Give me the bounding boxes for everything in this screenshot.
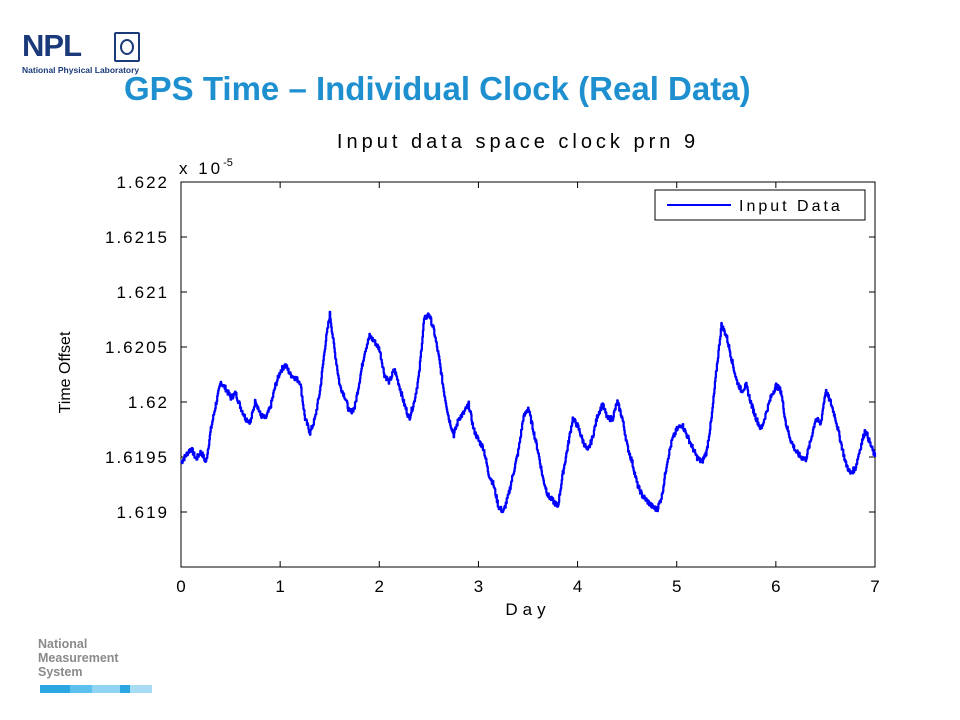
chart-title: Input data space clock prn 9 (337, 131, 699, 153)
x-tick-label: 4 (573, 577, 582, 596)
y-axis-label: Time Offset (57, 331, 74, 413)
axis-ticks (180, 181, 876, 567)
y-tick-label: 1.621 (116, 283, 169, 302)
npl-logo-letters: NPL (22, 28, 82, 63)
x-tick-labels: 0 1 2 3 4 5 6 7 (176, 577, 879, 596)
nms-logo-line-1: National (38, 637, 88, 651)
x-axis-label: Day (505, 600, 550, 619)
y-axis-multiplier: x 10-5 (179, 157, 233, 178)
npl-logo-subtitle: National Physical Laboratory (22, 65, 140, 75)
y-tick-label: 1.6195 (105, 448, 169, 467)
y-tick-labels: 1.619 1.6195 1.62 1.6205 1.621 1.6215 1.622 (105, 173, 169, 522)
y-multiplier-exponent: -5 (223, 157, 233, 169)
nms-bar-segment (92, 685, 120, 693)
legend-label-input-data: Input Data (739, 198, 843, 215)
x-tick-label: 0 (176, 577, 185, 596)
nms-bar-segment (40, 685, 70, 693)
nms-bar-segment (120, 685, 130, 693)
y-tick-label: 1.622 (116, 173, 169, 192)
x-tick-label: 2 (375, 577, 384, 596)
x-tick-label: 5 (672, 577, 681, 596)
nms-logo-line-3: System (38, 665, 83, 679)
y-multiplier-base: x 10 (179, 159, 223, 178)
nms-logo-line-2: Measurement (38, 651, 119, 665)
x-tick-label: 1 (275, 577, 284, 596)
y-tick-label: 1.6205 (105, 338, 169, 357)
y-tick-label: 1.62 (128, 393, 169, 412)
nms-color-bar (40, 685, 152, 693)
npl-crest-icon (114, 32, 140, 62)
x-tick-label: 7 (870, 577, 879, 596)
npl-logo: NPL National Physical Laboratory (22, 30, 142, 78)
nms-logo: National Measurement System (38, 637, 168, 697)
legend: Input Data (654, 189, 866, 221)
x-tick-label: 6 (771, 577, 780, 596)
y-tick-label: 1.619 (116, 503, 169, 522)
slide-title: GPS Time – Individual Clock (Real Data) (124, 70, 751, 107)
y-tick-label: 1.6215 (105, 228, 169, 247)
x-tick-label: 3 (474, 577, 483, 596)
nms-bar-segment (70, 685, 92, 693)
plot-frame (180, 181, 876, 568)
nms-bar-segment (130, 685, 152, 693)
series-line-input-data (180, 310, 877, 514)
